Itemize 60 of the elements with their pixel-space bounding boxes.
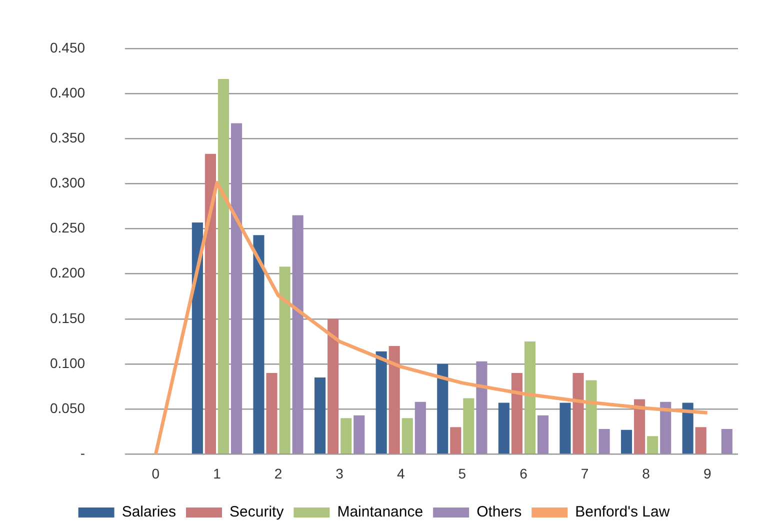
bar: [376, 351, 387, 454]
bar: [598, 428, 610, 454]
bar: [647, 436, 658, 454]
bar: [388, 346, 400, 454]
bar: [721, 428, 732, 454]
x-tick-label: 3: [336, 465, 344, 482]
bar: [314, 378, 326, 454]
bar: [463, 398, 474, 454]
bar: [586, 380, 597, 454]
x-tick-label: 9: [703, 465, 712, 482]
x-tick-label: 8: [642, 465, 650, 482]
y-tick-label: 0.050: [50, 400, 86, 416]
bar: [524, 341, 536, 454]
y-tick-label: 0.400: [50, 84, 86, 100]
bar: [450, 427, 462, 454]
y-tick-label: 0.200: [50, 264, 86, 281]
bar: [253, 235, 264, 454]
x-tick-label: 6: [520, 465, 528, 482]
y-tick-label: -: [80, 445, 86, 462]
x-tick-label: 2: [274, 465, 282, 482]
legend-label: Maintanance: [337, 504, 424, 521]
bar: [682, 402, 694, 454]
legend-label: Benford's Law: [575, 504, 670, 521]
legend-label: Others: [476, 504, 522, 521]
bar: [230, 123, 242, 454]
bar: [354, 415, 365, 454]
bar: [620, 430, 632, 454]
y-tick-label: 0.100: [50, 354, 86, 371]
bar: [437, 364, 448, 454]
bar: [476, 361, 488, 454]
y-tick-label: 0.450: [50, 39, 86, 56]
y-tick-label: 0.350: [50, 129, 86, 146]
bar: [218, 79, 230, 454]
bar: [402, 418, 413, 454]
bar: [634, 399, 646, 454]
x-tick-label: 1: [213, 465, 222, 482]
bar: [292, 215, 304, 454]
bar: [560, 402, 571, 454]
legend-label: Salaries: [122, 504, 176, 521]
bar: [660, 402, 672, 454]
x-tick-label: 5: [458, 465, 466, 482]
bar: [279, 266, 290, 454]
y-tick-label: 0.300: [50, 174, 86, 191]
bar: [537, 415, 549, 454]
bar: [511, 373, 522, 454]
y-tick-label: 0.150: [50, 310, 86, 326]
x-tick-label: 7: [580, 465, 589, 482]
x-tick-label: 0: [152, 465, 160, 482]
bar: [572, 373, 584, 454]
bar: [498, 402, 510, 454]
bar: [266, 373, 278, 454]
bar: [328, 318, 339, 454]
bar: [695, 427, 706, 454]
bar: [414, 402, 426, 454]
bar: [192, 222, 203, 454]
legend-label: Security: [230, 504, 284, 521]
y-tick-label: 0.250: [50, 220, 86, 236]
bar: [340, 418, 352, 454]
x-tick-label: 4: [396, 465, 405, 482]
bar: [204, 154, 216, 454]
